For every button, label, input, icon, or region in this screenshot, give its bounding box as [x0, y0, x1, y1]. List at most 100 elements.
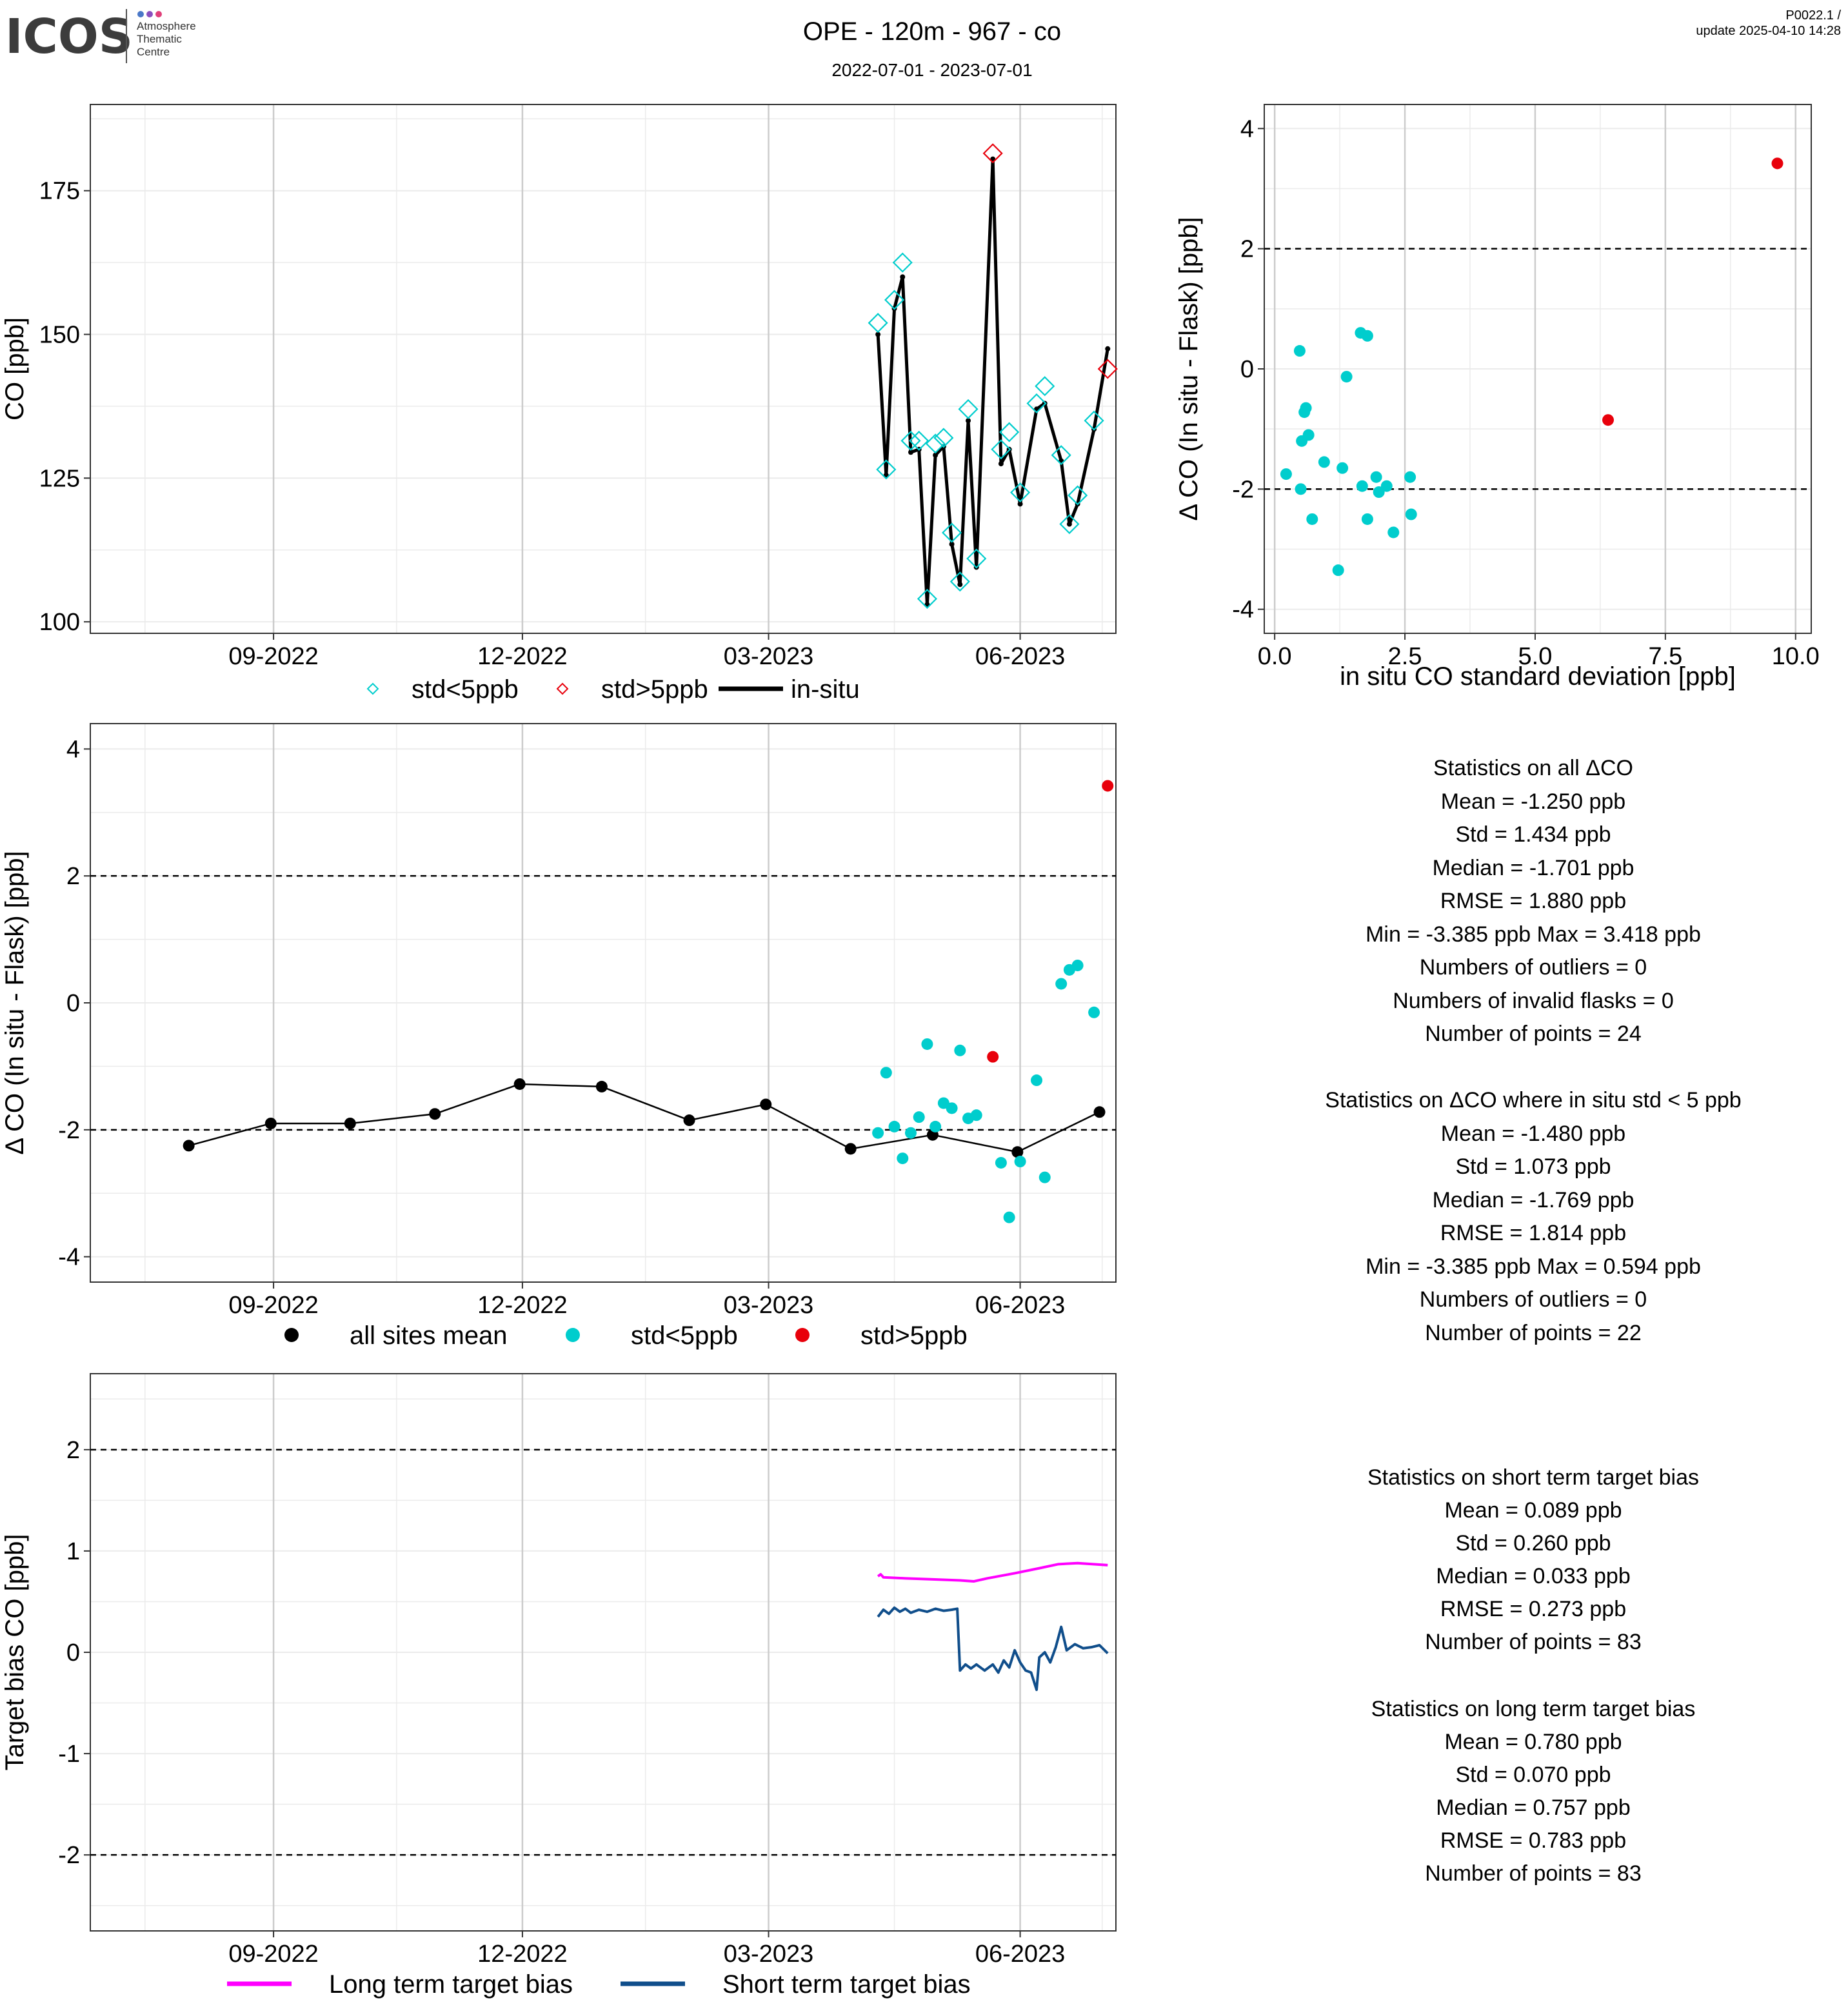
- x-tick-label: 03-2023: [724, 1292, 813, 1319]
- x-tick-label: 09-2022: [228, 643, 318, 670]
- flask-lt5-marker: [917, 588, 937, 609]
- y-tick-label: -2: [58, 1842, 80, 1869]
- delta-point-lt5: [921, 1038, 933, 1050]
- y-tick-label: -2: [1232, 476, 1254, 503]
- mean-point: [344, 1117, 356, 1129]
- scatter-point-lt5: [1295, 483, 1307, 495]
- insitu-point: [957, 582, 963, 588]
- flask-lt5-marker: [925, 433, 946, 454]
- y-tick-label: 150: [39, 322, 80, 349]
- flask-lt5-marker: [958, 399, 979, 419]
- delta-point-lt5: [872, 1127, 884, 1139]
- y-tick-label: -1: [58, 1741, 80, 1768]
- x-tick-label: 10.0: [1772, 643, 1820, 670]
- stats-line: Min = -3.385 ppb Max = 3.418 ppb: [1366, 922, 1701, 947]
- delta-point-lt5: [995, 1156, 1007, 1169]
- stats-lt5: Statistics on ΔCO where in situ std < 5 …: [1325, 1088, 1741, 1345]
- y-tick-label: 100: [39, 609, 80, 636]
- insitu-line: [876, 157, 1109, 606]
- y-tick-label: 2: [66, 1437, 80, 1464]
- update-label: update 2025-04-10 14:28: [1696, 24, 1841, 38]
- scatter-point-lt5: [1380, 480, 1393, 492]
- scatter-point-lt5: [1387, 526, 1400, 539]
- flask-lt5-marker: [909, 430, 929, 451]
- co-timeseries-panel: 100 125 150 175 09-2022 12-2022 03-2023 06-2023…: [1, 104, 1118, 704]
- flask-lt5-marker: [1084, 410, 1104, 431]
- flask-lt5-marker: [991, 439, 1011, 460]
- x-tick-label: 03-2023: [724, 643, 813, 670]
- x-axis-title: in situ CO standard deviation [ppb]: [1340, 662, 1736, 691]
- mean-point: [760, 1098, 772, 1111]
- mean-line: [188, 1083, 1100, 1153]
- legend-label: Short term target bias: [722, 1970, 971, 1999]
- target-bias-panel: -2 -1 0 1 2 09-2022 12-2022 03-2023 06-2023 Targe…: [1, 1373, 1117, 1999]
- scatter-point-lt5: [1306, 513, 1318, 525]
- stats-line: Mean = 0.089 ppb: [1444, 1498, 1622, 1523]
- y-tick-label: 2: [1240, 236, 1254, 263]
- scatter-point-lt5: [1302, 429, 1315, 441]
- scatter-point-lt5: [1332, 564, 1344, 577]
- x-tick-label: 03-2023: [724, 1941, 813, 1968]
- flask-lt5-marker: [884, 290, 905, 310]
- x-tick-label: 09-2022: [228, 1292, 318, 1319]
- stats-line: Number of points = 24: [1425, 1022, 1641, 1046]
- delta-point-lt5: [1055, 978, 1068, 990]
- scatter-point-lt5: [1336, 462, 1349, 474]
- logo-sub-2: Thematic: [137, 33, 182, 45]
- flask-lt5-marker: [1035, 376, 1055, 397]
- mean-point: [1093, 1106, 1106, 1118]
- delta-point-lt5: [954, 1044, 966, 1056]
- legend-label: std>5ppb: [601, 675, 708, 704]
- stats-all: Statistics on all ΔCO Mean = -1.250 ppb …: [1366, 756, 1701, 1046]
- delta-point-lt5: [1088, 1006, 1100, 1018]
- logo-dot-blue: [137, 11, 144, 17]
- stats-line: Mean = -1.480 ppb: [1441, 1122, 1625, 1146]
- insitu-point: [875, 331, 881, 337]
- stats-line: RMSE = 1.814 ppb: [1440, 1221, 1626, 1245]
- insitu-point: [966, 418, 971, 424]
- y-axis-title: CO [ppb]: [1, 317, 29, 420]
- stats-line: Mean = -1.250 ppb: [1441, 789, 1625, 814]
- legend-label: std>5ppb: [860, 1321, 968, 1350]
- stats-line: Number of points = 83: [1425, 1861, 1641, 1886]
- delta-point-lt5: [913, 1111, 925, 1123]
- x-tick-label: 7.5: [1648, 643, 1682, 670]
- scatter-point-lt5: [1340, 371, 1353, 383]
- x-tick-label: 12-2022: [477, 1941, 567, 1968]
- stats-line: RMSE = 0.783 ppb: [1440, 1828, 1626, 1853]
- delta-timeseries-panel: -4 -2 0 2 4 09-2022 12-2022 03-2023 06-2023 Δ CO …: [1, 723, 1117, 1350]
- stats-line: Number of points = 83: [1425, 1630, 1641, 1654]
- y-tick-label: 1: [66, 1538, 80, 1565]
- flask-lt5-marker: [1010, 482, 1031, 503]
- logo-wordmark: ICOS: [5, 9, 133, 64]
- legend-label: Long term target bias: [329, 1970, 573, 1999]
- y-tick-label: 0: [66, 990, 80, 1017]
- flask-lt5-marker: [900, 430, 921, 451]
- flask-lt5-marker: [876, 459, 897, 480]
- scatter-point-lt5: [1361, 513, 1373, 525]
- long-term-bias-line: [877, 1561, 1108, 1583]
- flask-lt5-marker: [999, 422, 1020, 442]
- insitu-point: [1105, 346, 1111, 351]
- delta-point-lt5: [1014, 1156, 1026, 1168]
- delta-point-lt5: [970, 1109, 982, 1122]
- scatter-point-lt5: [1404, 471, 1416, 483]
- icos-logo: ICOS Atmosphere Thematic Centre: [5, 9, 196, 64]
- delta-point-lt5: [905, 1127, 917, 1139]
- version-label: P0022.1 /: [1785, 8, 1841, 23]
- scatter-point-lt5: [1293, 345, 1306, 357]
- scatter-point-lt5: [1280, 468, 1292, 480]
- legend-key-gt5: [556, 682, 569, 695]
- stats-line: Median = 0.757 ppb: [1436, 1795, 1631, 1820]
- scatter-point-lt5: [1356, 480, 1368, 492]
- x-tick-label: 2.5: [1388, 643, 1422, 670]
- mean-point: [683, 1114, 695, 1127]
- delta-point-lt5: [1071, 959, 1084, 971]
- mean-point: [1011, 1146, 1024, 1158]
- legend-key-lt5: [366, 682, 379, 695]
- flask-gt5-marker: [982, 143, 1003, 164]
- mean-point: [844, 1143, 857, 1155]
- short-term-bias-line: [877, 1606, 1109, 1692]
- legend-label: std<5ppb: [631, 1321, 738, 1350]
